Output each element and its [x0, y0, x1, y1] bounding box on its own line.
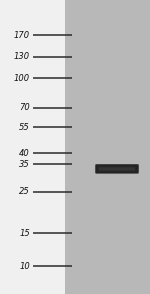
Text: 70: 70 — [19, 103, 30, 112]
Text: 15: 15 — [19, 229, 30, 238]
Text: 10: 10 — [19, 262, 30, 271]
Text: 25: 25 — [19, 187, 30, 196]
Text: 55: 55 — [19, 123, 30, 132]
Bar — [65, 0, 150, 294]
Text: 35: 35 — [19, 160, 30, 168]
Text: 100: 100 — [14, 74, 30, 83]
Text: 40: 40 — [19, 149, 30, 158]
FancyBboxPatch shape — [95, 164, 139, 173]
FancyBboxPatch shape — [99, 167, 135, 171]
Text: 170: 170 — [14, 31, 30, 40]
Text: 130: 130 — [14, 52, 30, 61]
